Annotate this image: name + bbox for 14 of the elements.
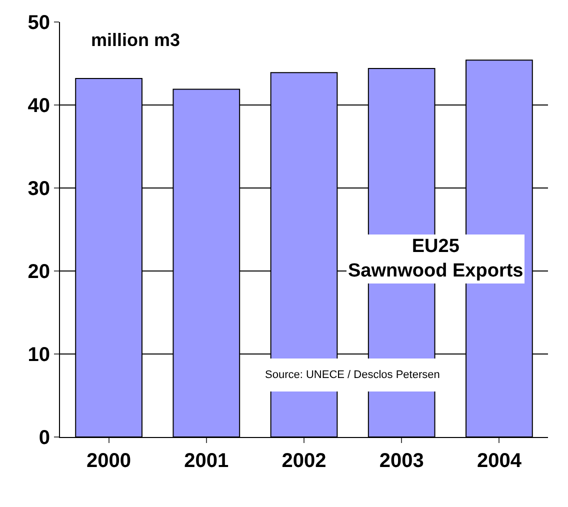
x-tick-label: 2004 (476, 450, 522, 472)
x-tick-label: 2000 (86, 450, 132, 472)
y-tick-label: 20 (28, 261, 50, 283)
y-tick-label: 0 (38, 427, 50, 449)
annotation: Source: UNECE / Desclos Petersen (265, 369, 440, 381)
y-tick-label: 30 (28, 178, 50, 200)
y-tick-label: 10 (28, 344, 50, 366)
text: EU25 Sawnwood Exports (348, 236, 524, 282)
y-tick-label: 40 (28, 95, 50, 117)
x-tick-label: 2002 (282, 450, 326, 472)
y-axis-title: million m3 (91, 30, 180, 50)
x-tick-label: 2001 (184, 450, 229, 472)
x-tick-label: 2003 (379, 450, 424, 472)
y-tick-label: 50 (28, 12, 50, 34)
